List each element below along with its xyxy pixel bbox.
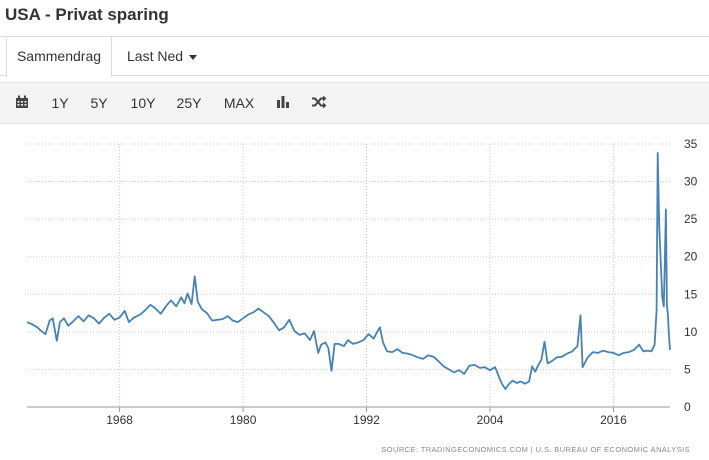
caret-down-icon [189,54,198,60]
bar-chart-icon[interactable] [276,95,290,114]
calendar-icon[interactable] [15,95,29,114]
tab-download[interactable]: Last Ned [127,37,198,76]
source-note: SOURCE: TRADINGECONOMICS.COM | U.S. BURE… [381,445,690,455]
shuffle-icon-svg [312,95,327,109]
range-max-button[interactable]: MAX [223,95,255,111]
y-tick-label-1: 5 [684,362,691,376]
line-chart: 0 5 10 15 20 25 30 35 1968 1980 1992 2004 2016 [26,137,698,427]
series-line-0 [26,152,671,390]
x-tick-label-3: 2004 [477,413,504,427]
chart-toolbar: 1Y 5Y 10Y 25Y MAX [0,82,709,124]
y-tick-label-3: 15 [684,287,698,301]
y-tick-label-4: 20 [684,250,698,264]
calendar-icon-svg [16,95,28,108]
x-tick-label-0: 1968 [106,413,133,427]
range-1y-button[interactable]: 1Y [51,95,69,111]
tab-summary[interactable]: Sammendrag [6,37,112,77]
tab-download-label: Last Ned [127,48,184,64]
grid-lines [27,143,670,407]
range-25y-button[interactable]: 25Y [176,95,202,111]
series-layer [26,152,671,390]
source-separator: | [530,445,534,454]
y-tick-label-0: 0 [684,400,691,414]
x-tick-label-2: 1992 [353,413,380,427]
x-tick-label-4: 2016 [600,413,627,427]
tab-bar: Sammendrag Last Ned [0,36,709,77]
range-10y-button[interactable]: 10Y [130,95,156,111]
axis-lines [27,406,670,412]
source-prefix: SOURCE: TRADINGECONOMICS.COM [381,445,529,454]
range-5y-button[interactable]: 5Y [90,95,108,111]
y-tick-label-6: 30 [684,175,698,189]
shuffle-icon[interactable] [311,95,327,114]
source-agency: U.S. BUREAU OF ECONOMIC ANALYSIS [535,445,690,454]
y-tick-label-2: 10 [684,325,698,339]
y-tick-label-5: 25 [684,212,698,226]
chart-area: 0 5 10 15 20 25 30 35 1968 1980 1992 2004 2016 [0,124,709,460]
y-tick-label-7: 35 [684,137,698,151]
page-title: USA - Privat sparing [5,5,169,24]
x-tick-label-1: 1980 [230,413,257,427]
bar-chart-icon-svg [277,96,289,108]
tick-labels: 0 5 10 15 20 25 30 35 1968 1980 1992 2004 2016 [106,137,697,427]
